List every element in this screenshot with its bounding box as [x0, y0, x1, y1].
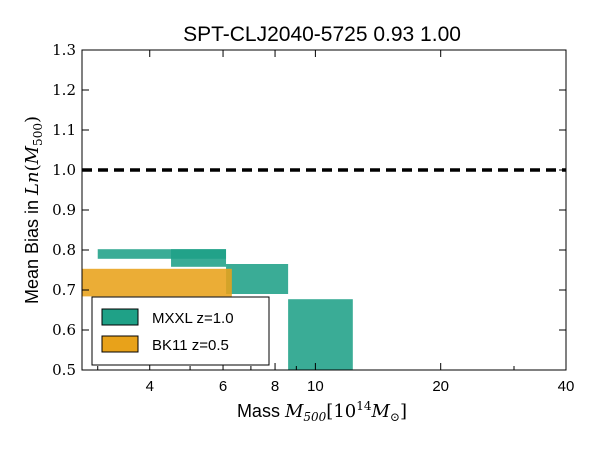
legend-label: MXXL z=1.0 — [152, 310, 234, 327]
series-0-box-3 — [288, 299, 353, 370]
y-tick-label: 0.8 — [52, 241, 76, 259]
x-axis-label-m: M — [284, 401, 304, 422]
y-axis-label-prefix: Mean Bias in — [22, 195, 42, 304]
y-axis-label-open: ( — [22, 164, 43, 171]
y-tick-label: 0.5 — [52, 361, 76, 379]
x-axis-label-bracket: [10 — [326, 401, 356, 422]
x-axis-label: Mass M500[1014M⊙] — [237, 399, 407, 424]
y-axis-label-close: ) — [22, 116, 43, 123]
y-axis-label-ln: Ln — [22, 171, 43, 196]
x-tick-labels: 4 6 8 10 20 40 — [146, 378, 575, 395]
legend-frame — [91, 296, 270, 366]
y-tick-label: 0.7 — [52, 281, 76, 299]
y-axis-label-sub: 500 — [31, 123, 45, 146]
legend-swatch — [101, 335, 139, 353]
series-1-box-0 — [82, 268, 232, 297]
y-tick-label: 0.6 — [52, 321, 76, 339]
y-tick-label: 1.0 — [52, 161, 76, 179]
x-tick-label: 8 — [271, 378, 279, 395]
x-axis-label-sun: ⊙ — [390, 410, 400, 424]
x-tick-label: 4 — [146, 378, 154, 395]
x-tick-label: 10 — [307, 378, 324, 395]
plot-frame — [81, 49, 567, 371]
x-axis-label-sub: 500 — [303, 410, 326, 424]
series-0-box-2 — [226, 264, 289, 294]
x-axis-label-sup: 14 — [356, 399, 372, 413]
x-axis-label-m2: M — [371, 401, 391, 422]
y-axis-label: Mean Bias in Ln(M500) — [22, 116, 45, 304]
legend-swatch — [101, 308, 139, 326]
x-tick-label: 40 — [558, 378, 575, 395]
y-tick-label: 0.9 — [52, 201, 76, 219]
x-axis-label-prefix: Mass — [237, 401, 285, 421]
x-axis-label-close: ] — [400, 401, 407, 422]
chart-title: SPT-CLJ2040-5725 0.93 1.00 — [183, 23, 461, 46]
x-tick-label: 6 — [219, 378, 227, 395]
y-tick-label: 1.3 — [52, 41, 76, 59]
y-tick-labels: 0.5 0.6 0.7 0.8 0.9 1.0 1.1 1.2 1.3 — [52, 41, 76, 379]
series-0-box-1 — [171, 249, 227, 267]
x-tick-label: 20 — [432, 378, 449, 395]
series-0-box-0 — [97, 249, 227, 259]
y-tick-label: 1.1 — [52, 121, 76, 139]
y-axis-label-m: M — [22, 145, 43, 165]
legend-label: BK11 z=0.5 — [152, 337, 229, 354]
data-boxes — [82, 249, 353, 370]
legend: MXXL z=1.0 BK11 z=0.5 — [91, 296, 270, 366]
y-tick-label: 1.2 — [52, 81, 76, 99]
